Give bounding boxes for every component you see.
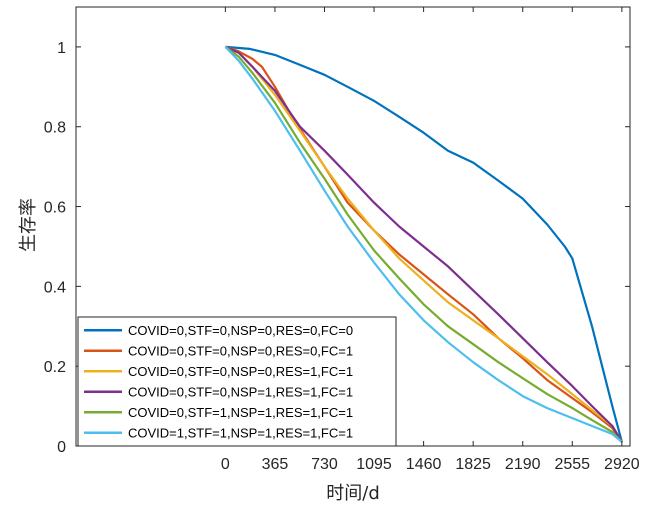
y-tick-label: 0.2 xyxy=(44,359,66,376)
x-axis-label: 时间/d xyxy=(326,483,380,504)
legend-entry: COVID=1,STF=1,NSP=1,RES=1,FC=1 xyxy=(128,425,353,440)
y-tick-label: 0.8 xyxy=(44,120,66,137)
x-tick-label: 1460 xyxy=(406,456,442,473)
series-line-1 xyxy=(225,45,623,443)
x-tick-label: 1825 xyxy=(455,456,491,473)
series-line-2 xyxy=(225,45,623,443)
y-tick-label: 0.6 xyxy=(44,200,66,217)
y-tick-label: 0.4 xyxy=(44,279,66,296)
x-tick-label: 1095 xyxy=(356,456,392,473)
legend-entry: COVID=0,STF=0,NSP=0,RES=0,FC=0 xyxy=(128,323,353,338)
legend: COVID=0,STF=0,NSP=0,RES=0,FC=0 COVID=0,ST… xyxy=(77,316,397,447)
x-tick-label: 2190 xyxy=(505,456,541,473)
legend-entry: COVID=0,STF=0,NSP=0,RES=0,FC=1 xyxy=(128,343,353,358)
y-axis-label: 生存率 xyxy=(18,198,39,252)
series-line-5 xyxy=(224,46,623,443)
ticks-layer: 0 365 730 1095 1460 1825 2190 2555 2920 0 0.2 0.4 0.… xyxy=(44,7,640,473)
x-tick-label: 2555 xyxy=(554,456,590,473)
x-tick-label: 0 xyxy=(221,456,230,473)
series-line-6 xyxy=(224,46,623,443)
series-layer xyxy=(224,45,623,443)
legend-entry: COVID=0,STF=0,NSP=1,RES=1,FC=1 xyxy=(128,384,353,399)
y-tick-label: 1 xyxy=(57,40,66,57)
x-tick-label: 730 xyxy=(311,456,338,473)
legend-box xyxy=(77,316,397,447)
y-tick-label: 0 xyxy=(57,439,66,456)
legend-entry: COVID=0,STF=1,NSP=1,RES=1,FC=1 xyxy=(128,405,353,420)
series-line-3 xyxy=(224,45,623,443)
x-tick-label: 2920 xyxy=(604,456,640,473)
x-tick-label: 365 xyxy=(262,456,289,473)
series-line-4 xyxy=(224,45,623,443)
legend-entry: COVID=0,STF=0,NSP=0,RES=1,FC=1 xyxy=(128,364,353,379)
